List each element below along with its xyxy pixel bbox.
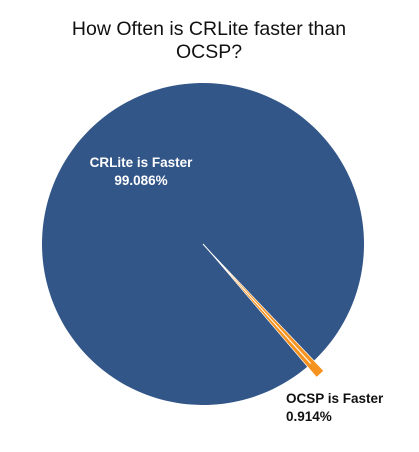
slice-label-ocsp-value: 0.914% xyxy=(286,409,332,424)
slice-label-crlite-name: CRLite is Faster xyxy=(90,155,194,170)
chart-title-line-2: OCSP? xyxy=(176,41,242,63)
chart-title-line-1: How Often is CRLite faster than xyxy=(72,18,346,40)
pie-slices xyxy=(42,82,365,405)
slice-label-ocsp-name: OCSP is Faster xyxy=(286,391,384,406)
slice-label-crlite-value: 99.086% xyxy=(114,173,167,188)
slice-separator-line xyxy=(202,243,312,364)
